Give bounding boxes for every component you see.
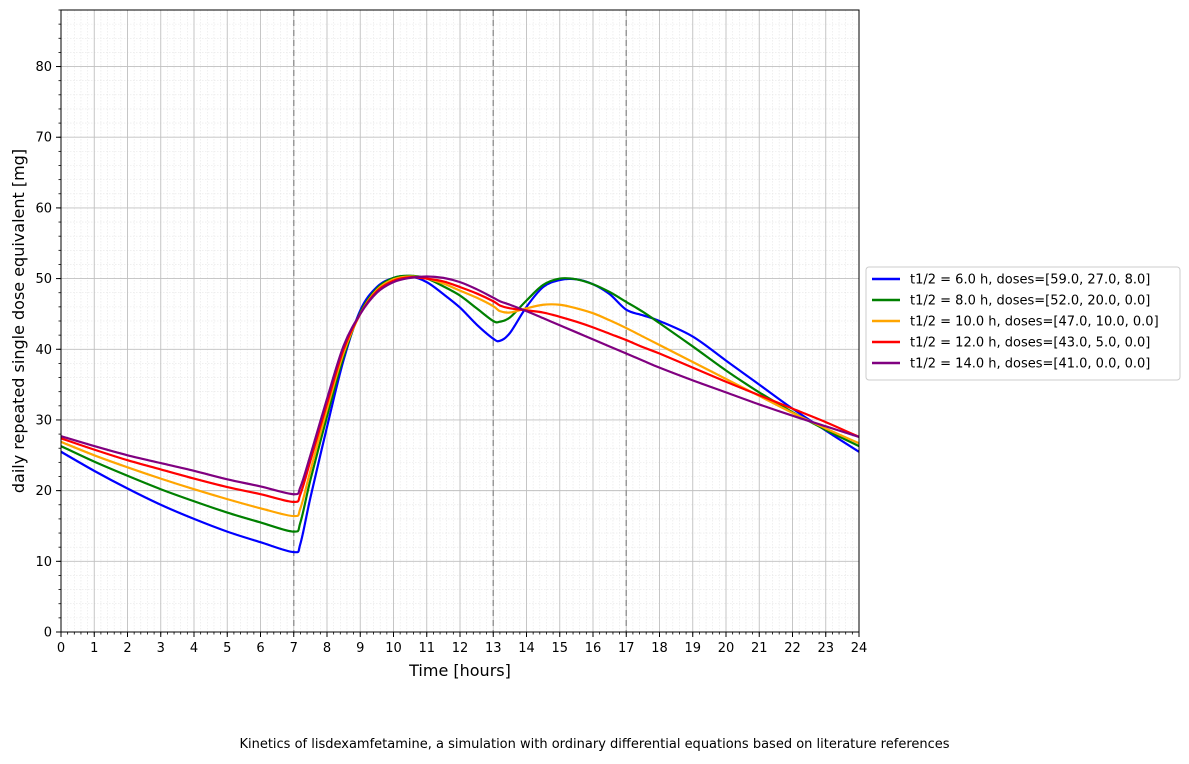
x-tick-label: 3 [157, 641, 165, 656]
x-tick-label: 12 [452, 641, 469, 656]
x-tick-label: 20 [718, 641, 735, 656]
y-tick-label: 50 [35, 272, 52, 287]
x-tick-label: 21 [751, 641, 768, 656]
y-tick-label: 40 [35, 343, 52, 358]
y-tick-label: 80 [35, 60, 52, 75]
x-tick-label: 1 [90, 641, 98, 656]
x-tick-label: 13 [485, 641, 502, 656]
x-tick-label: 15 [551, 641, 568, 656]
x-tick-label: 7 [290, 641, 298, 656]
y-tick-label: 0 [44, 626, 52, 641]
series-lines [60, 274, 860, 554]
y-tick-label: 10 [35, 555, 52, 570]
x-tick-label: 10 [385, 641, 402, 656]
x-tick-label: 14 [518, 641, 535, 656]
legend-entry: t1/2 = 8.0 h, doses=[52.0, 20.0, 0.0] [910, 294, 1150, 309]
y-tick-label: 60 [35, 201, 52, 216]
y-tick-label: 20 [35, 484, 52, 499]
y-axis-label: daily repeated single dose equivalent [m… [9, 149, 28, 493]
x-tick-label: 9 [356, 641, 364, 656]
x-tick-label: 19 [684, 641, 701, 656]
x-tick-label: 5 [223, 641, 231, 656]
x-tick-label: 11 [418, 641, 435, 656]
series-line [60, 275, 860, 518]
x-tick-label: 2 [123, 641, 131, 656]
x-tick-label: 22 [784, 641, 801, 656]
legend: t1/2 = 6.0 h, doses=[59.0, 27.0, 8.0] t1/… [865, 266, 1181, 381]
x-tick-label: 16 [585, 641, 602, 656]
legend-entry: t1/2 = 10.0 h, doses=[47.0, 10.0, 0.0] [910, 315, 1159, 330]
x-axis-label: Time [hours] [408, 661, 511, 680]
x-tick-label: 8 [323, 641, 331, 656]
y-tick-label: 30 [35, 413, 52, 428]
x-tick-label: 23 [817, 641, 834, 656]
series-line [60, 274, 860, 533]
legend-box [865, 266, 1181, 381]
legend-entry: t1/2 = 14.0 h, doses=[41.0, 0.0, 0.0] [910, 357, 1150, 372]
x-tick-label: 0 [57, 641, 65, 656]
x-tick-label: 24 [851, 641, 868, 656]
legend-entry: t1/2 = 6.0 h, doses=[59.0, 27.0, 8.0] [910, 273, 1150, 288]
series-line [60, 275, 860, 496]
series-line [60, 276, 860, 504]
x-tick-label: 18 [651, 641, 668, 656]
figure-caption: Kinetics of lisdexamfetamine, a simulati… [239, 737, 950, 752]
x-tick-label: 4 [190, 641, 198, 656]
x-tick-label: 17 [618, 641, 635, 656]
x-tick-label: 6 [256, 641, 264, 656]
legend-entry: t1/2 = 12.0 h, doses=[43.0, 5.0, 0.0] [910, 336, 1150, 351]
y-tick-label: 70 [35, 131, 52, 146]
axis-ticks: 0 1 2 3 4 5 6 7 8 9 10 11 12 13 14 15 16 17 18 19 20 21 22 23 24… [35, 9, 868, 656]
